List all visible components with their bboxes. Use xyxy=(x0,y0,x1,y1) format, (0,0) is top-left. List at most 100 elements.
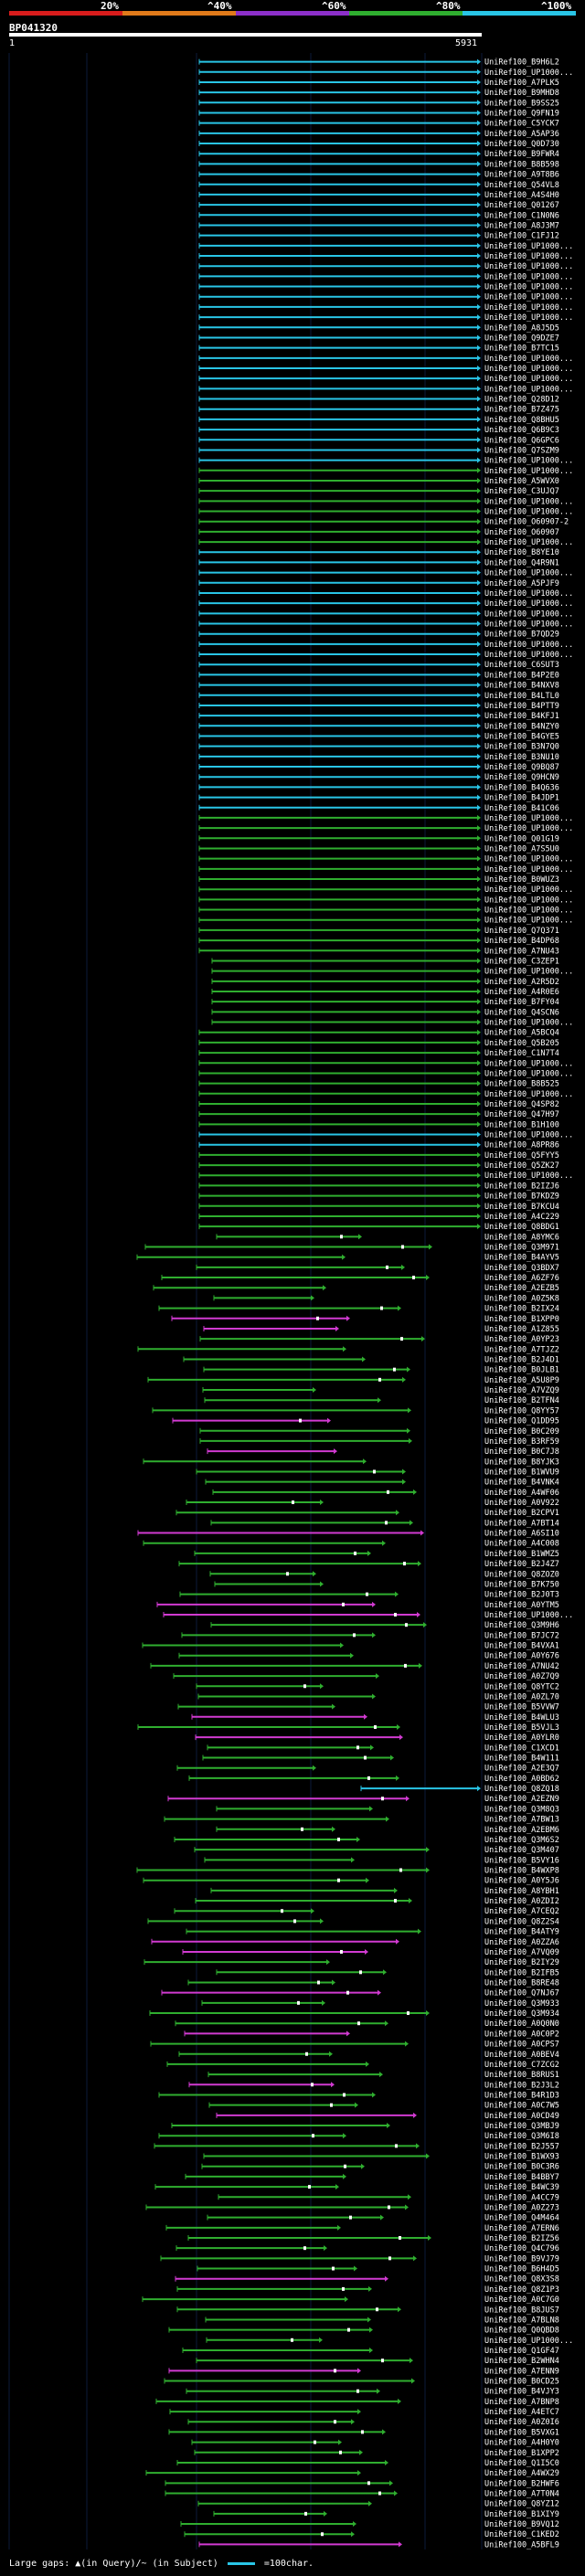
hit-label[interactable]: UniRef100_UP1000... xyxy=(484,293,573,302)
hit-label[interactable]: UniRef100_A8PR86 xyxy=(484,1141,559,1150)
hit-label[interactable]: UniRef100_B8RUS1 xyxy=(484,2071,559,2080)
hit-label[interactable]: UniRef100_B3N7Q0 xyxy=(484,743,559,752)
hit-label[interactable]: UniRef100_Q4M464 xyxy=(484,2214,559,2223)
hit-label[interactable]: UniRef100_Q8YTC2 xyxy=(484,1682,559,1691)
hit-label[interactable]: UniRef100_B4LTL0 xyxy=(484,692,559,701)
hit-label[interactable]: UniRef100_UP1000... xyxy=(484,1019,573,1028)
hit-label[interactable]: UniRef100_A0CD49 xyxy=(484,2112,559,2121)
hit-label[interactable]: UniRef100_B3NU10 xyxy=(484,753,559,762)
hit-label[interactable]: UniRef100_B8B598 xyxy=(484,160,559,169)
hit-label[interactable]: UniRef100_A0C7G0 xyxy=(484,2295,559,2305)
hit-label[interactable]: UniRef100_UP1000... xyxy=(484,1171,573,1181)
hit-label[interactable]: UniRef100_Q3M971 xyxy=(484,1244,559,1253)
hit-label[interactable]: UniRef100_B2IZJ6 xyxy=(484,1182,559,1191)
hit-label[interactable]: UniRef100_UP1000... xyxy=(484,589,573,599)
hit-label[interactable]: UniRef100_UP1000... xyxy=(484,303,573,313)
hit-label[interactable]: UniRef100_A7NU43 xyxy=(484,947,559,956)
hit-label[interactable]: UniRef100_B4WXP8 xyxy=(484,1867,559,1876)
hit-label[interactable]: UniRef100_A7PLK5 xyxy=(484,79,559,88)
hit-label[interactable]: UniRef100_B9SS25 xyxy=(484,99,559,108)
hit-label[interactable]: UniRef100_B6H4D5 xyxy=(484,2265,559,2274)
hit-label[interactable]: UniRef100_O60907 xyxy=(484,528,559,537)
hit-label[interactable]: UniRef100_Q9HCN9 xyxy=(484,773,559,782)
hit-label[interactable]: UniRef100_B9H6L2 xyxy=(484,58,559,68)
hit-label[interactable]: UniRef100_UP1000... xyxy=(484,262,573,271)
hit-label[interactable]: UniRef100_B4JDP1 xyxy=(484,794,559,803)
hit-label[interactable]: UniRef100_B1XPP2 xyxy=(484,2449,559,2458)
hit-label[interactable]: UniRef100_B7KCU4 xyxy=(484,1203,559,1212)
hit-label[interactable]: UniRef100_UP1000... xyxy=(484,620,573,630)
hit-label[interactable]: UniRef100_B4W111 xyxy=(484,1754,559,1764)
hit-label[interactable]: UniRef100_Q3BDX7 xyxy=(484,1264,559,1273)
hit-label[interactable]: UniRef100_A7BT14 xyxy=(484,1519,559,1528)
hit-label[interactable]: UniRef100_B2IY29 xyxy=(484,1958,559,1967)
hit-label[interactable]: UniRef100_Q7SZM9 xyxy=(484,446,559,455)
hit-label[interactable]: UniRef100_B3RF59 xyxy=(484,1437,559,1447)
hit-label[interactable]: UniRef100_B4ATY9 xyxy=(484,1928,559,1937)
hit-label[interactable]: UniRef100_B7JC72 xyxy=(484,1631,559,1640)
hit-label[interactable]: UniRef100_UP1000... xyxy=(484,467,573,476)
hit-label[interactable]: UniRef100_B0WUZ3 xyxy=(484,875,559,885)
hit-label[interactable]: UniRef100_B2CPV1 xyxy=(484,1509,559,1518)
hit-label[interactable]: UniRef100_B1XPP0 xyxy=(484,1315,559,1324)
hit-label[interactable]: UniRef100_B4VXA1 xyxy=(484,1642,559,1651)
hit-label[interactable]: UniRef100_B5VXG1 xyxy=(484,2428,559,2437)
hit-label[interactable]: UniRef100_UP1000... xyxy=(484,641,573,650)
hit-label[interactable]: UniRef100_Q5ZK27 xyxy=(484,1161,559,1171)
hit-label[interactable]: UniRef100_UP1000... xyxy=(484,599,573,609)
hit-label[interactable]: UniRef100_Q8ZOZ0 xyxy=(484,1570,559,1579)
hit-label[interactable]: UniRef100_A7TJZ2 xyxy=(484,1345,559,1354)
hit-label[interactable]: UniRef100_B7QD29 xyxy=(484,631,559,640)
hit-label[interactable]: UniRef100_Q4SCN6 xyxy=(484,1008,559,1017)
hit-label[interactable]: UniRef100_UP1000... xyxy=(484,610,573,619)
hit-label[interactable]: UniRef100_A2E3Q7 xyxy=(484,1765,559,1774)
hit-label[interactable]: UniRef100_B2J4Z7 xyxy=(484,1560,559,1569)
hit-label[interactable]: UniRef100_A4R0E6 xyxy=(484,988,559,997)
hit-label[interactable]: UniRef100_UP1000... xyxy=(484,651,573,660)
hit-label[interactable]: UniRef100_A0Q0N0 xyxy=(484,2019,559,2029)
hit-label[interactable]: UniRef100_Q3M933 xyxy=(484,1999,559,2009)
hit-label[interactable]: UniRef100_A5AP36 xyxy=(484,130,559,139)
hit-label[interactable]: UniRef100_A0Z7Q9 xyxy=(484,1672,559,1681)
hit-label[interactable]: UniRef100_A2EZN9 xyxy=(484,1795,559,1804)
hit-label[interactable]: UniRef100_UP1000... xyxy=(484,1611,573,1620)
hit-label[interactable]: UniRef100_A8YMC6 xyxy=(484,1233,559,1242)
hit-label[interactable]: UniRef100_B4Q636 xyxy=(484,783,559,792)
hit-label[interactable]: UniRef100_C3UJQ7 xyxy=(484,487,559,496)
hit-label[interactable]: UniRef100_UP1000... xyxy=(484,355,573,364)
hit-label[interactable]: UniRef100_Q7NJ67 xyxy=(484,1989,559,1998)
hit-label[interactable]: UniRef100_A0V922 xyxy=(484,1499,559,1508)
hit-label[interactable]: UniRef100_A0CPS7 xyxy=(484,2041,559,2050)
hit-label[interactable]: UniRef100_Q3M6S2 xyxy=(484,1836,559,1845)
hit-label[interactable]: UniRef100_B2TFN4 xyxy=(484,1396,559,1405)
hit-label[interactable]: UniRef100_Q8Z1P3 xyxy=(484,2285,559,2295)
hit-label[interactable]: UniRef100_C1N7T4 xyxy=(484,1049,559,1058)
hit-label[interactable]: UniRef100_A5U8P9 xyxy=(484,1376,559,1385)
hit-label[interactable]: UniRef100_B4VJY3 xyxy=(484,2388,559,2397)
hit-label[interactable]: UniRef100_A2R5D2 xyxy=(484,978,559,987)
hit-label[interactable]: UniRef100_UP1000... xyxy=(484,508,573,517)
hit-label[interactable]: UniRef100_Q1GF47 xyxy=(484,2347,559,2356)
hit-label[interactable]: UniRef100_B0C209 xyxy=(484,1427,559,1436)
hit-label[interactable]: UniRef100_Q8Z2S4 xyxy=(484,1917,559,1926)
hit-label[interactable]: UniRef100_B2J0T3 xyxy=(484,1591,559,1600)
hit-label[interactable]: UniRef100_A7ENN9 xyxy=(484,2367,559,2376)
hit-label[interactable]: UniRef100_B4BBY7 xyxy=(484,2173,559,2182)
hit-label[interactable]: UniRef100_B4PTT9 xyxy=(484,702,559,711)
hit-label[interactable]: UniRef100_Q9DZE7 xyxy=(484,334,559,343)
hit-label[interactable]: UniRef100_UP1000... xyxy=(484,896,573,905)
hit-label[interactable]: UniRef100_Q8BHU5 xyxy=(484,416,559,425)
hit-label[interactable]: UniRef100_B4DP68 xyxy=(484,937,559,946)
hit-label[interactable]: UniRef100_B2IZ56 xyxy=(484,2234,559,2243)
hit-label[interactable]: UniRef100_A9T8B6 xyxy=(484,171,559,180)
hit-label[interactable]: UniRef100_Q9FN19 xyxy=(484,109,559,118)
hit-label[interactable]: UniRef100_Q3MBJ9 xyxy=(484,2122,559,2131)
hit-label[interactable]: UniRef100_A0Z0I6 xyxy=(484,2418,559,2427)
hit-label[interactable]: UniRef100_B8RE48 xyxy=(484,1978,559,1988)
hit-label[interactable]: UniRef100_Q3M6I8 xyxy=(484,2132,559,2141)
hit-label[interactable]: UniRef100_C1FJ12 xyxy=(484,232,559,241)
hit-label[interactable]: UniRef100_A8J5D5 xyxy=(484,323,559,333)
hit-label[interactable]: UniRef100_B1WMZ5 xyxy=(484,1550,559,1559)
hit-label[interactable]: UniRef100_Q5B205 xyxy=(484,1039,559,1048)
hit-label[interactable]: UniRef100_Q6B9C3 xyxy=(484,426,559,435)
